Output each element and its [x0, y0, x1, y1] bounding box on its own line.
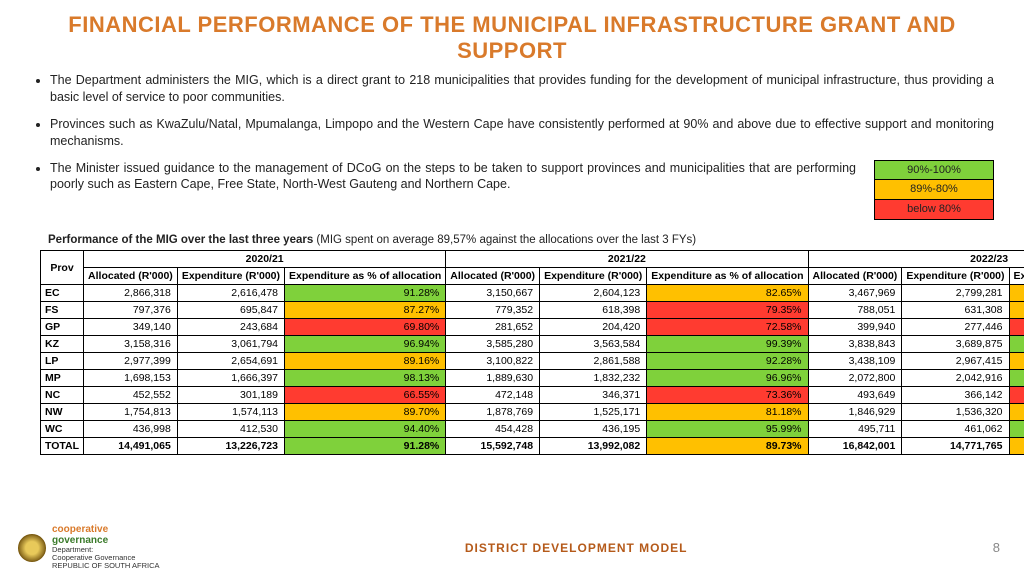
year-group: 2020/21	[84, 251, 446, 268]
table-caption: Performance of the MIG over the last thr…	[0, 230, 1024, 250]
color-legend: 90%-100%89%-80%below 80%	[874, 160, 994, 221]
bullet-item: Provinces such as KwaZulu/Natal, Mpumala…	[50, 116, 994, 150]
col-prov: Prov	[41, 251, 84, 285]
logo-text: cooperative governance Department:Cooper…	[52, 525, 160, 570]
bullet-item: The Minister issued guidance to the mana…	[50, 160, 994, 221]
caption-bold: Performance of the MIG over the last thr…	[48, 234, 313, 246]
sub-head: Expenditure (R'000)	[540, 268, 647, 285]
dept-line: Department:Cooperative GovernanceREPUBLI…	[52, 546, 160, 570]
footer-logo: cooperative governance Department:Cooper…	[18, 525, 160, 570]
sub-head: Allocated (R'000)	[84, 268, 178, 285]
bullet-item: The Department administers the MIG, whic…	[50, 72, 994, 106]
sub-head: Allocated (R'000)	[446, 268, 540, 285]
table-row: NC 452,552301,18966.55% 472,148346,37173…	[41, 387, 1024, 404]
caption-rest: (MIG spent on average 89,57% against the…	[313, 234, 696, 246]
table-row: WC 436,998412,53094.40% 454,428436,19595…	[41, 421, 1024, 438]
sub-head: Expenditure as % of allocation	[285, 268, 446, 285]
legend-row: 90%-100%	[875, 161, 993, 181]
table-row: MP 1,698,1531,666,39798.13% 1,889,6301,8…	[41, 370, 1024, 387]
bullet-text: The Minister issued guidance to the mana…	[50, 160, 856, 194]
footer-center: DISTRICT DEVELOPMENT MODEL	[465, 541, 688, 555]
legend-row: below 80%	[875, 200, 993, 219]
bullet-list: The Department administers the MIG, whic…	[0, 72, 1024, 220]
sub-head: Allocated (R'000)	[808, 268, 902, 285]
table-row: KZ 3,158,3163,061,79496.94% 3,585,2803,5…	[41, 336, 1024, 353]
table-row: FS 797,376695,84787.27% 779,352618,39879…	[41, 302, 1024, 319]
legend-row: 89%-80%	[875, 180, 993, 200]
table-row: GP 349,140243,68469.80% 281,652204,42072…	[41, 319, 1024, 336]
table-row: EC 2,866,3182,616,47891.28% 3,150,6672,6…	[41, 285, 1024, 302]
page-title: FINANCIAL PERFORMANCE OF THE MUNICIPAL I…	[0, 0, 1024, 72]
sub-head: Expenditure as % of allocation	[1009, 268, 1024, 285]
table-row: LP 2,977,3992,654,69189.16% 3,100,8222,8…	[41, 353, 1024, 370]
table-row: TOTAL 14,491,06513,226,72391.28% 15,592,…	[41, 438, 1024, 455]
performance-table: Prov2020/212021/222022/23Average over 3 …	[40, 250, 1024, 455]
sub-head: Expenditure (R'000)	[902, 268, 1009, 285]
footer: cooperative governance Department:Cooper…	[0, 525, 1024, 570]
page-number: 8	[993, 540, 1000, 555]
coat-of-arms-icon	[18, 534, 46, 562]
table-row: NW 1,754,8131,574,11389.70% 1,878,7691,5…	[41, 404, 1024, 421]
sub-head: Expenditure (R'000)	[177, 268, 284, 285]
year-group: 2021/22	[446, 251, 808, 268]
sub-head: Expenditure as % of allocation	[647, 268, 808, 285]
year-group: 2022/23	[808, 251, 1024, 268]
